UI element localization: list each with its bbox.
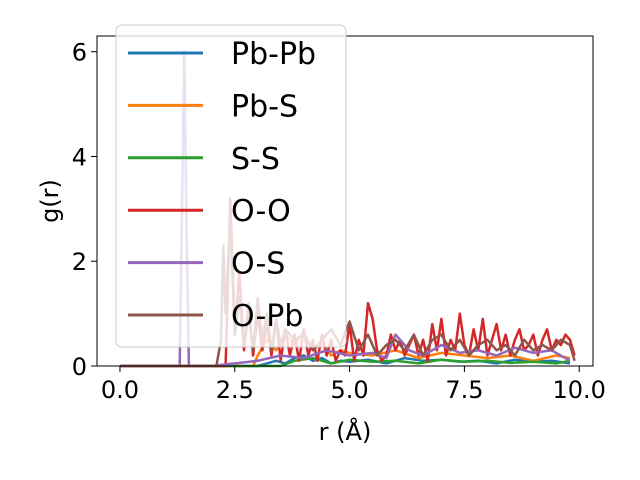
y-tick-label: 0 — [72, 353, 87, 381]
legend: Pb-Pb Pb-S S-S O-O O-S O-Pb — [115, 24, 347, 348]
legend-label-s-s: S-S — [231, 142, 280, 177]
legend-label-pb-s: Pb-S — [231, 89, 298, 124]
legend-label-o-pb: O-Pb — [231, 299, 303, 334]
series-line-s-s — [120, 356, 571, 368]
legend-label-o-o: O-O — [231, 194, 291, 229]
x-tick-label: 7.5 — [445, 376, 483, 404]
y-tick-label: 6 — [72, 39, 87, 67]
y-tick-label: 2 — [72, 248, 87, 276]
x-tick-label: 2.5 — [216, 376, 254, 404]
axis-ticks: 0.0 2.5 5.0 7.5 10.0 0 2 4 6 — [72, 39, 606, 404]
y-axis-label: g(r) — [36, 179, 64, 223]
x-axis-label: r (Å) — [319, 417, 372, 446]
legend-label-o-s: O-S — [231, 247, 285, 282]
x-tick-label: 0.0 — [101, 376, 139, 404]
y-tick-label: 4 — [72, 143, 87, 171]
legend-label-pb-pb: Pb-Pb — [231, 37, 316, 72]
x-tick-label: 5.0 — [331, 376, 369, 404]
x-tick-label: 10.0 — [553, 376, 606, 404]
